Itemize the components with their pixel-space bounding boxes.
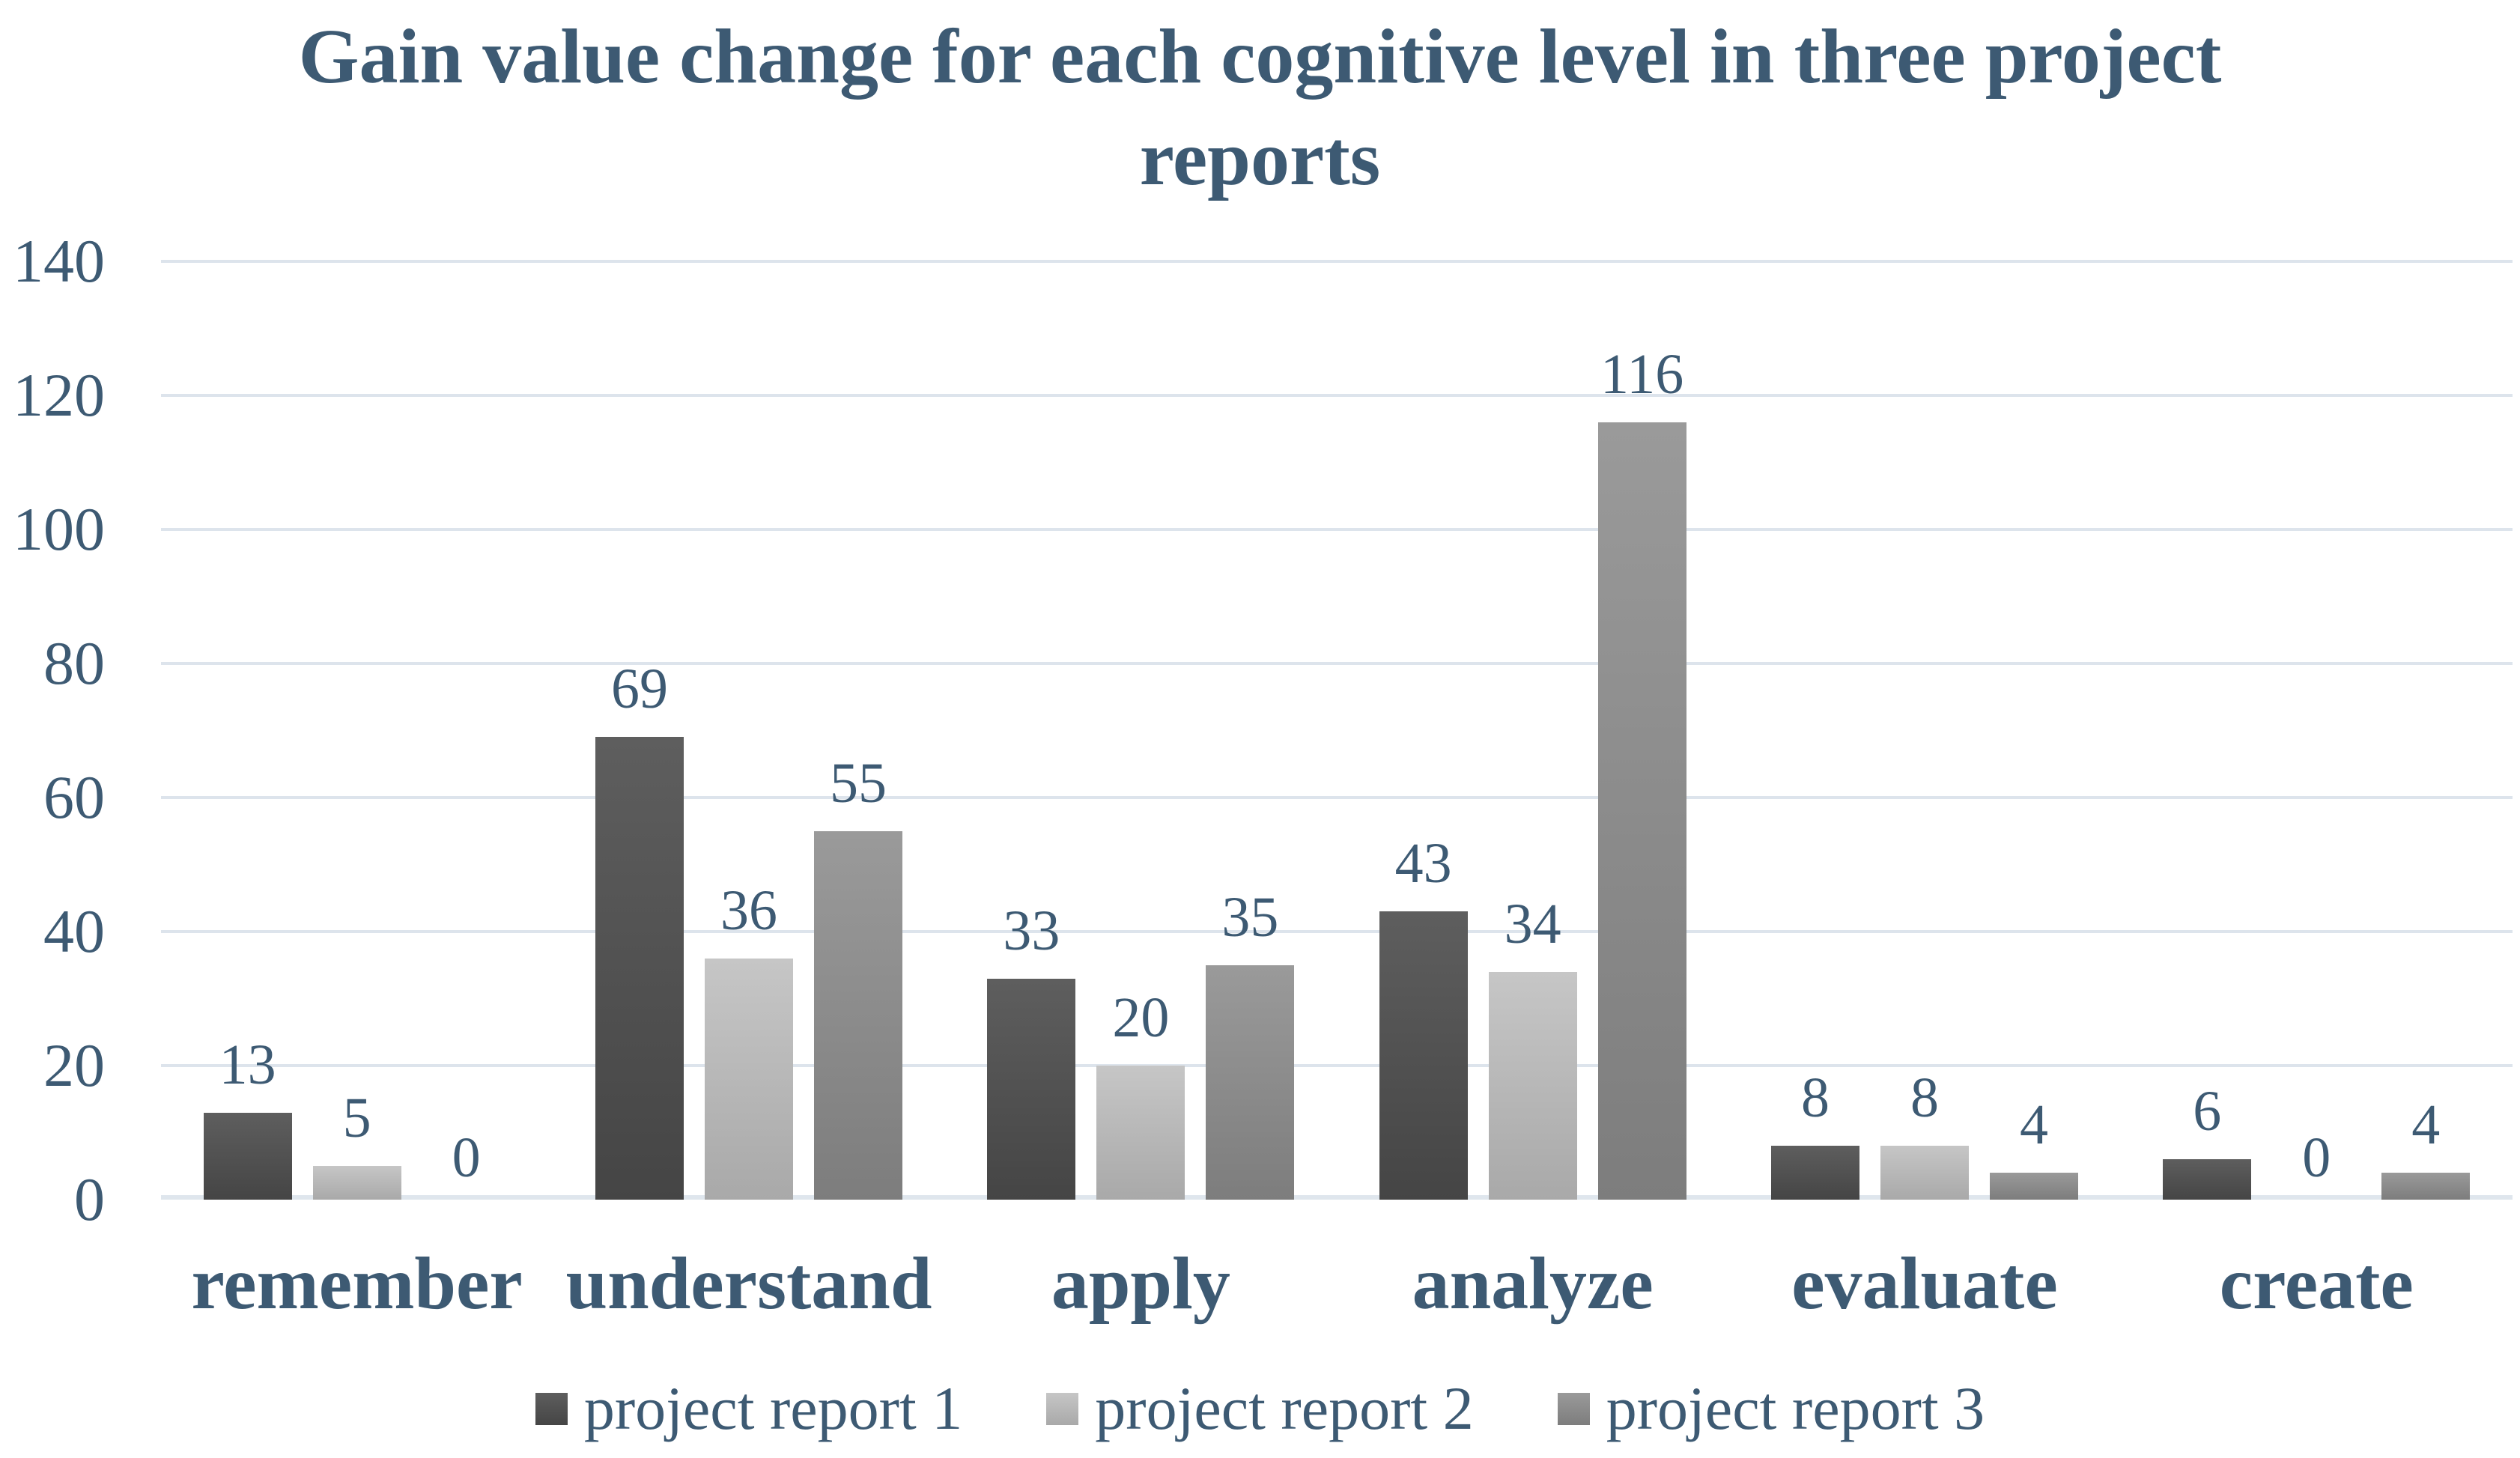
- legend-swatch-3: [1557, 1392, 1590, 1425]
- bar-value-label: 0: [452, 1126, 481, 1189]
- bar-value-label: 8: [1800, 1066, 1830, 1130]
- bar-slot-create-series1: 6: [2163, 261, 2252, 1200]
- gridline: [161, 662, 2513, 665]
- bar-value-label: 4: [2411, 1093, 2441, 1157]
- bar-evaluate-series2: [1880, 1146, 1969, 1200]
- y-tick-label: 40: [43, 897, 105, 965]
- legend: project report 1 project report 2 project …: [0, 1376, 2520, 1441]
- bar-group-create: 6 0 4: [2121, 261, 2513, 1200]
- bar-remember-series2: [312, 1166, 401, 1200]
- bar-slot-remember-series2: 5: [312, 261, 401, 1200]
- bar-analyze-series1: [1379, 911, 1468, 1200]
- bar-value-label: 0: [2302, 1126, 2331, 1189]
- legend-swatch-1: [535, 1392, 568, 1425]
- bar-value-label: 69: [610, 657, 668, 721]
- bar-slot-evaluate-series2: 8: [1880, 261, 1969, 1200]
- bar-slot-apply-series2: 20: [1096, 261, 1185, 1200]
- bar-create-series1: [2163, 1159, 2252, 1200]
- y-tick-label: 120: [13, 361, 105, 429]
- bar-analyze-series3: [1597, 422, 1686, 1200]
- x-category-label-remember: remember: [191, 1242, 523, 1325]
- bar-value-label: 33: [1003, 899, 1060, 962]
- bar-evaluate-series3: [1989, 1173, 2078, 1200]
- bar-group-remember: 13 5 0: [161, 261, 553, 1200]
- bar-evaluate-series1: [1770, 1146, 1859, 1200]
- bar-value-label: 34: [1504, 892, 1561, 956]
- x-axis-labels: remember understand apply analyze evaluate cr…: [161, 1237, 2513, 1330]
- legend-label-3: project report 3: [1606, 1374, 1985, 1442]
- chart-title-line-1: Gain value change for each cognitive lev…: [298, 13, 2222, 100]
- bar-apply-series3: [1206, 965, 1295, 1200]
- bar-value-label: 36: [720, 878, 777, 942]
- y-tick-label: 0: [74, 1165, 105, 1233]
- y-tick-label: 60: [43, 763, 105, 831]
- plot-area: 13 5 0 69 36 55 33 20 35 43 34 116 8 8 4 6 0 4: [161, 260, 2513, 1200]
- bar-understand-series3: [813, 830, 902, 1200]
- bar-slot-create-series2: 0: [2272, 261, 2360, 1200]
- gridline: [161, 394, 2513, 397]
- bar-slot-apply-series1: 33: [987, 261, 1076, 1200]
- x-category-label-analyze: analyze: [1412, 1242, 1654, 1325]
- legend-label-1: project report 1: [583, 1374, 963, 1442]
- bar-value-label: 8: [1910, 1066, 1939, 1130]
- bar-value-label: 116: [1600, 342, 1684, 406]
- gridline: [161, 796, 2513, 799]
- x-category-label-apply: apply: [1051, 1242, 1230, 1325]
- bar-group-apply: 33 20 35: [945, 261, 1337, 1200]
- bar-value-label: 20: [1112, 986, 1170, 1049]
- x-category-label-create: create: [2219, 1242, 2414, 1325]
- bar-value-label: 35: [1221, 885, 1279, 949]
- bar-slot-remember-series1: 13: [203, 261, 292, 1200]
- legend-item-3: project report 3: [1557, 1374, 1985, 1442]
- bar-value-label: 55: [829, 751, 887, 815]
- legend-item-2: project report 2: [1046, 1374, 1474, 1442]
- gridline: [161, 260, 2513, 263]
- bar-group-understand: 69 36 55: [553, 261, 944, 1200]
- bar-groups: 13 5 0 69 36 55 33 20 35 43 34 116 8 8 4 6 0 4: [161, 261, 2513, 1200]
- bar-slot-understand-series2: 36: [704, 261, 793, 1200]
- y-tick-label: 20: [43, 1031, 105, 1099]
- bar-apply-series1: [987, 978, 1076, 1200]
- x-category-label-evaluate: evaluate: [1791, 1242, 2058, 1325]
- gridline: [161, 930, 2513, 933]
- gridline: [161, 1064, 2513, 1067]
- bar-value-label: 13: [219, 1033, 276, 1096]
- bar-understand-series1: [595, 737, 684, 1200]
- y-tick-label: 80: [43, 629, 105, 697]
- bar-value-label: 5: [342, 1087, 371, 1150]
- bar-remember-series1: [203, 1112, 292, 1200]
- chart-title-line-2: reports: [1139, 115, 1381, 201]
- bar-apply-series2: [1096, 1066, 1185, 1200]
- bar-slot-analyze-series3: 116: [1597, 261, 1686, 1200]
- bar-slot-evaluate-series3: 4: [1989, 261, 2078, 1200]
- y-axis-labels: 0 20 40 60 80 100 120 140: [0, 0, 105, 1458]
- legend-label-2: project report 2: [1095, 1374, 1474, 1442]
- bar-slot-apply-series3: 35: [1206, 261, 1295, 1200]
- x-category-label-understand: understand: [565, 1242, 932, 1325]
- bar-slot-analyze-series1: 43: [1379, 261, 1468, 1200]
- bar-slot-create-series3: 4: [2381, 261, 2471, 1200]
- chart-title: Gain value change for each cognitive lev…: [0, 6, 2520, 210]
- bar-value-label: 43: [1394, 832, 1452, 896]
- bar-create-series3: [2381, 1173, 2471, 1200]
- legend-item-1: project report 1: [535, 1376, 962, 1441]
- gridline: [161, 528, 2513, 531]
- bar-value-label: 4: [2019, 1093, 2048, 1157]
- bar-understand-series2: [704, 958, 793, 1200]
- bar-slot-evaluate-series1: 8: [1770, 261, 1859, 1200]
- y-tick-label: 140: [13, 227, 105, 295]
- bar-slot-analyze-series2: 34: [1488, 261, 1577, 1200]
- legend-swatch-2: [1046, 1392, 1079, 1425]
- gridline: [161, 1195, 2513, 1200]
- bar-group-analyze: 43 34 116: [1337, 261, 1728, 1200]
- bar-slot-understand-series1: 69: [595, 261, 684, 1200]
- bar-slot-remember-series3: 0: [422, 261, 511, 1200]
- bar-analyze-series2: [1488, 971, 1577, 1200]
- bar-slot-understand-series3: 55: [813, 261, 902, 1200]
- bar-value-label: 6: [2193, 1080, 2222, 1143]
- y-tick-label: 100: [13, 495, 105, 563]
- bar-group-evaluate: 8 8 4: [1728, 261, 2120, 1200]
